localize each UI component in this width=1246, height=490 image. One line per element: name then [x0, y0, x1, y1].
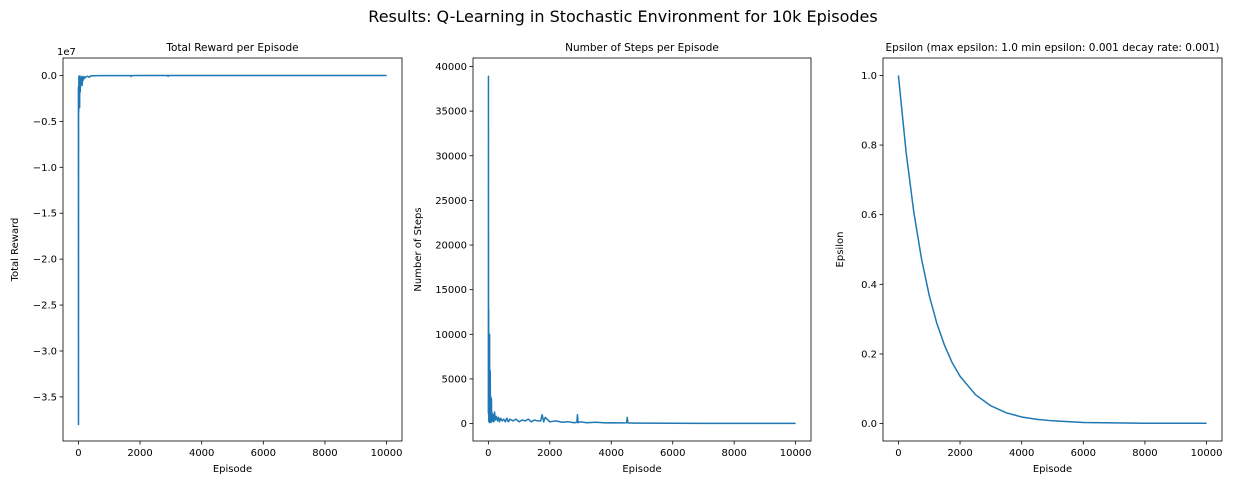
x-tick-label: 0: [75, 448, 81, 459]
y-axis-label: Number of Steps: [413, 207, 424, 291]
subplot-title: Epsilon (max epsilon: 1.0 min epsilon: 0…: [886, 42, 1220, 54]
x-tick-label: 4000: [599, 448, 624, 459]
x-tick-label: 2000: [127, 448, 152, 459]
series-line-1: [77, 74, 387, 426]
x-tick-label: 6000: [251, 448, 276, 459]
x-tick-label: 2000: [947, 448, 972, 459]
y-tick-label: −3.0: [33, 346, 57, 357]
y-tick-label: −1.0: [33, 163, 57, 174]
y-tick-label: 0.8: [861, 141, 877, 152]
plot-frame: [472, 57, 812, 442]
y-tick-label: −2.0: [33, 255, 57, 266]
x-tick-label: 6000: [1071, 448, 1096, 459]
plot-frame: [62, 57, 403, 442]
subplot-1: 0 2000 4000 6000 8000 10000 0.0 −0.5 −1.0 −1.5 −2.…: [10, 42, 402, 475]
x-axis-label: Episode: [213, 464, 252, 475]
y-tick-label: −0.5: [33, 117, 57, 128]
x-axis-label: Episode: [1033, 464, 1072, 475]
plot-frame: [882, 57, 1223, 442]
y-tick-label: 0.0: [41, 71, 57, 82]
y-tick-label: 0.0: [861, 419, 877, 430]
x-tick-label: 8000: [312, 448, 337, 459]
subplot-3: 0 2000 4000 6000 8000 10000 0.0 0.2 0.4 0.6 0.8 1.0…: [835, 42, 1222, 475]
y-tick-label: 15000: [435, 285, 467, 296]
y-axis-label: Total Reward: [10, 218, 21, 283]
x-tick-label: 2000: [537, 448, 562, 459]
y-tick-label: 30000: [435, 151, 467, 162]
figure-title: Results: Q-Learning in Stochastic Enviro…: [368, 7, 878, 26]
y-tick-label: 25000: [435, 196, 467, 207]
x-tick-label: 6000: [660, 448, 685, 459]
subplot-2: 0 2000 4000 6000 8000 10000 0 5000 10000 15000 200…: [413, 42, 812, 475]
y-tick-label: 0.6: [861, 210, 877, 221]
y-tick-label: 10000: [435, 330, 467, 341]
x-tick-label: 8000: [721, 448, 746, 459]
x-tick-label: 10000: [780, 448, 812, 459]
subplot-title: Total Reward per Episode: [165, 42, 298, 54]
y-tick-label: 5000: [442, 374, 467, 385]
y-tick-label: 20000: [435, 241, 467, 252]
y-tick-label: 0.4: [861, 280, 877, 291]
y-tick-label: 0.2: [861, 349, 877, 360]
y-tick-label: 40000: [435, 62, 467, 73]
x-tick-label: 0: [895, 448, 901, 459]
y-axis-label: Epsilon: [835, 232, 846, 268]
y-tick-label: −2.5: [33, 301, 57, 312]
x-tick-label: 10000: [371, 448, 403, 459]
series-line-1: [897, 75, 1207, 424]
y-axis-offset-label: 1e7: [57, 47, 76, 58]
y-tick-label: 1.0: [861, 71, 877, 82]
x-tick-label: 4000: [1009, 448, 1034, 459]
y-tick-label: 0: [461, 419, 467, 430]
subplot-title: Number of Steps per Episode: [565, 42, 719, 54]
x-tick-label: 10000: [1191, 448, 1223, 459]
y-tick-label: 35000: [435, 107, 467, 118]
x-tick-label: 0: [485, 448, 491, 459]
series-line-1: [487, 75, 796, 425]
y-tick-label: −1.5: [33, 209, 57, 220]
x-tick-label: 4000: [189, 448, 214, 459]
x-axis-label: Episode: [622, 464, 661, 475]
x-tick-label: 8000: [1132, 448, 1157, 459]
y-tick-label: −3.5: [33, 392, 57, 403]
